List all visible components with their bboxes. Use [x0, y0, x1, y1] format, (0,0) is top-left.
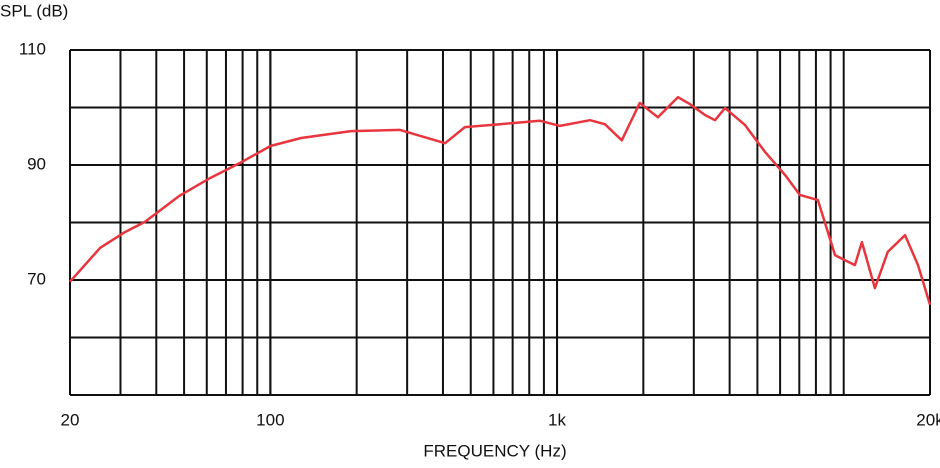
x-tick-label: 100 — [256, 410, 284, 429]
y-tick-label: 110 — [19, 39, 46, 58]
y-tick-label: 90 — [27, 154, 46, 173]
response-line — [69, 95, 932, 306]
y-axis-title: SPL (dB) — [0, 1, 68, 20]
y-tick-label: 70 — [27, 269, 46, 288]
x-axis-title: FREQUENCY (Hz) — [423, 441, 566, 460]
x-tick-label: 20 — [61, 410, 80, 429]
x-tick-label: 20k — [916, 410, 940, 429]
x-tick-label: 1k — [548, 410, 566, 429]
